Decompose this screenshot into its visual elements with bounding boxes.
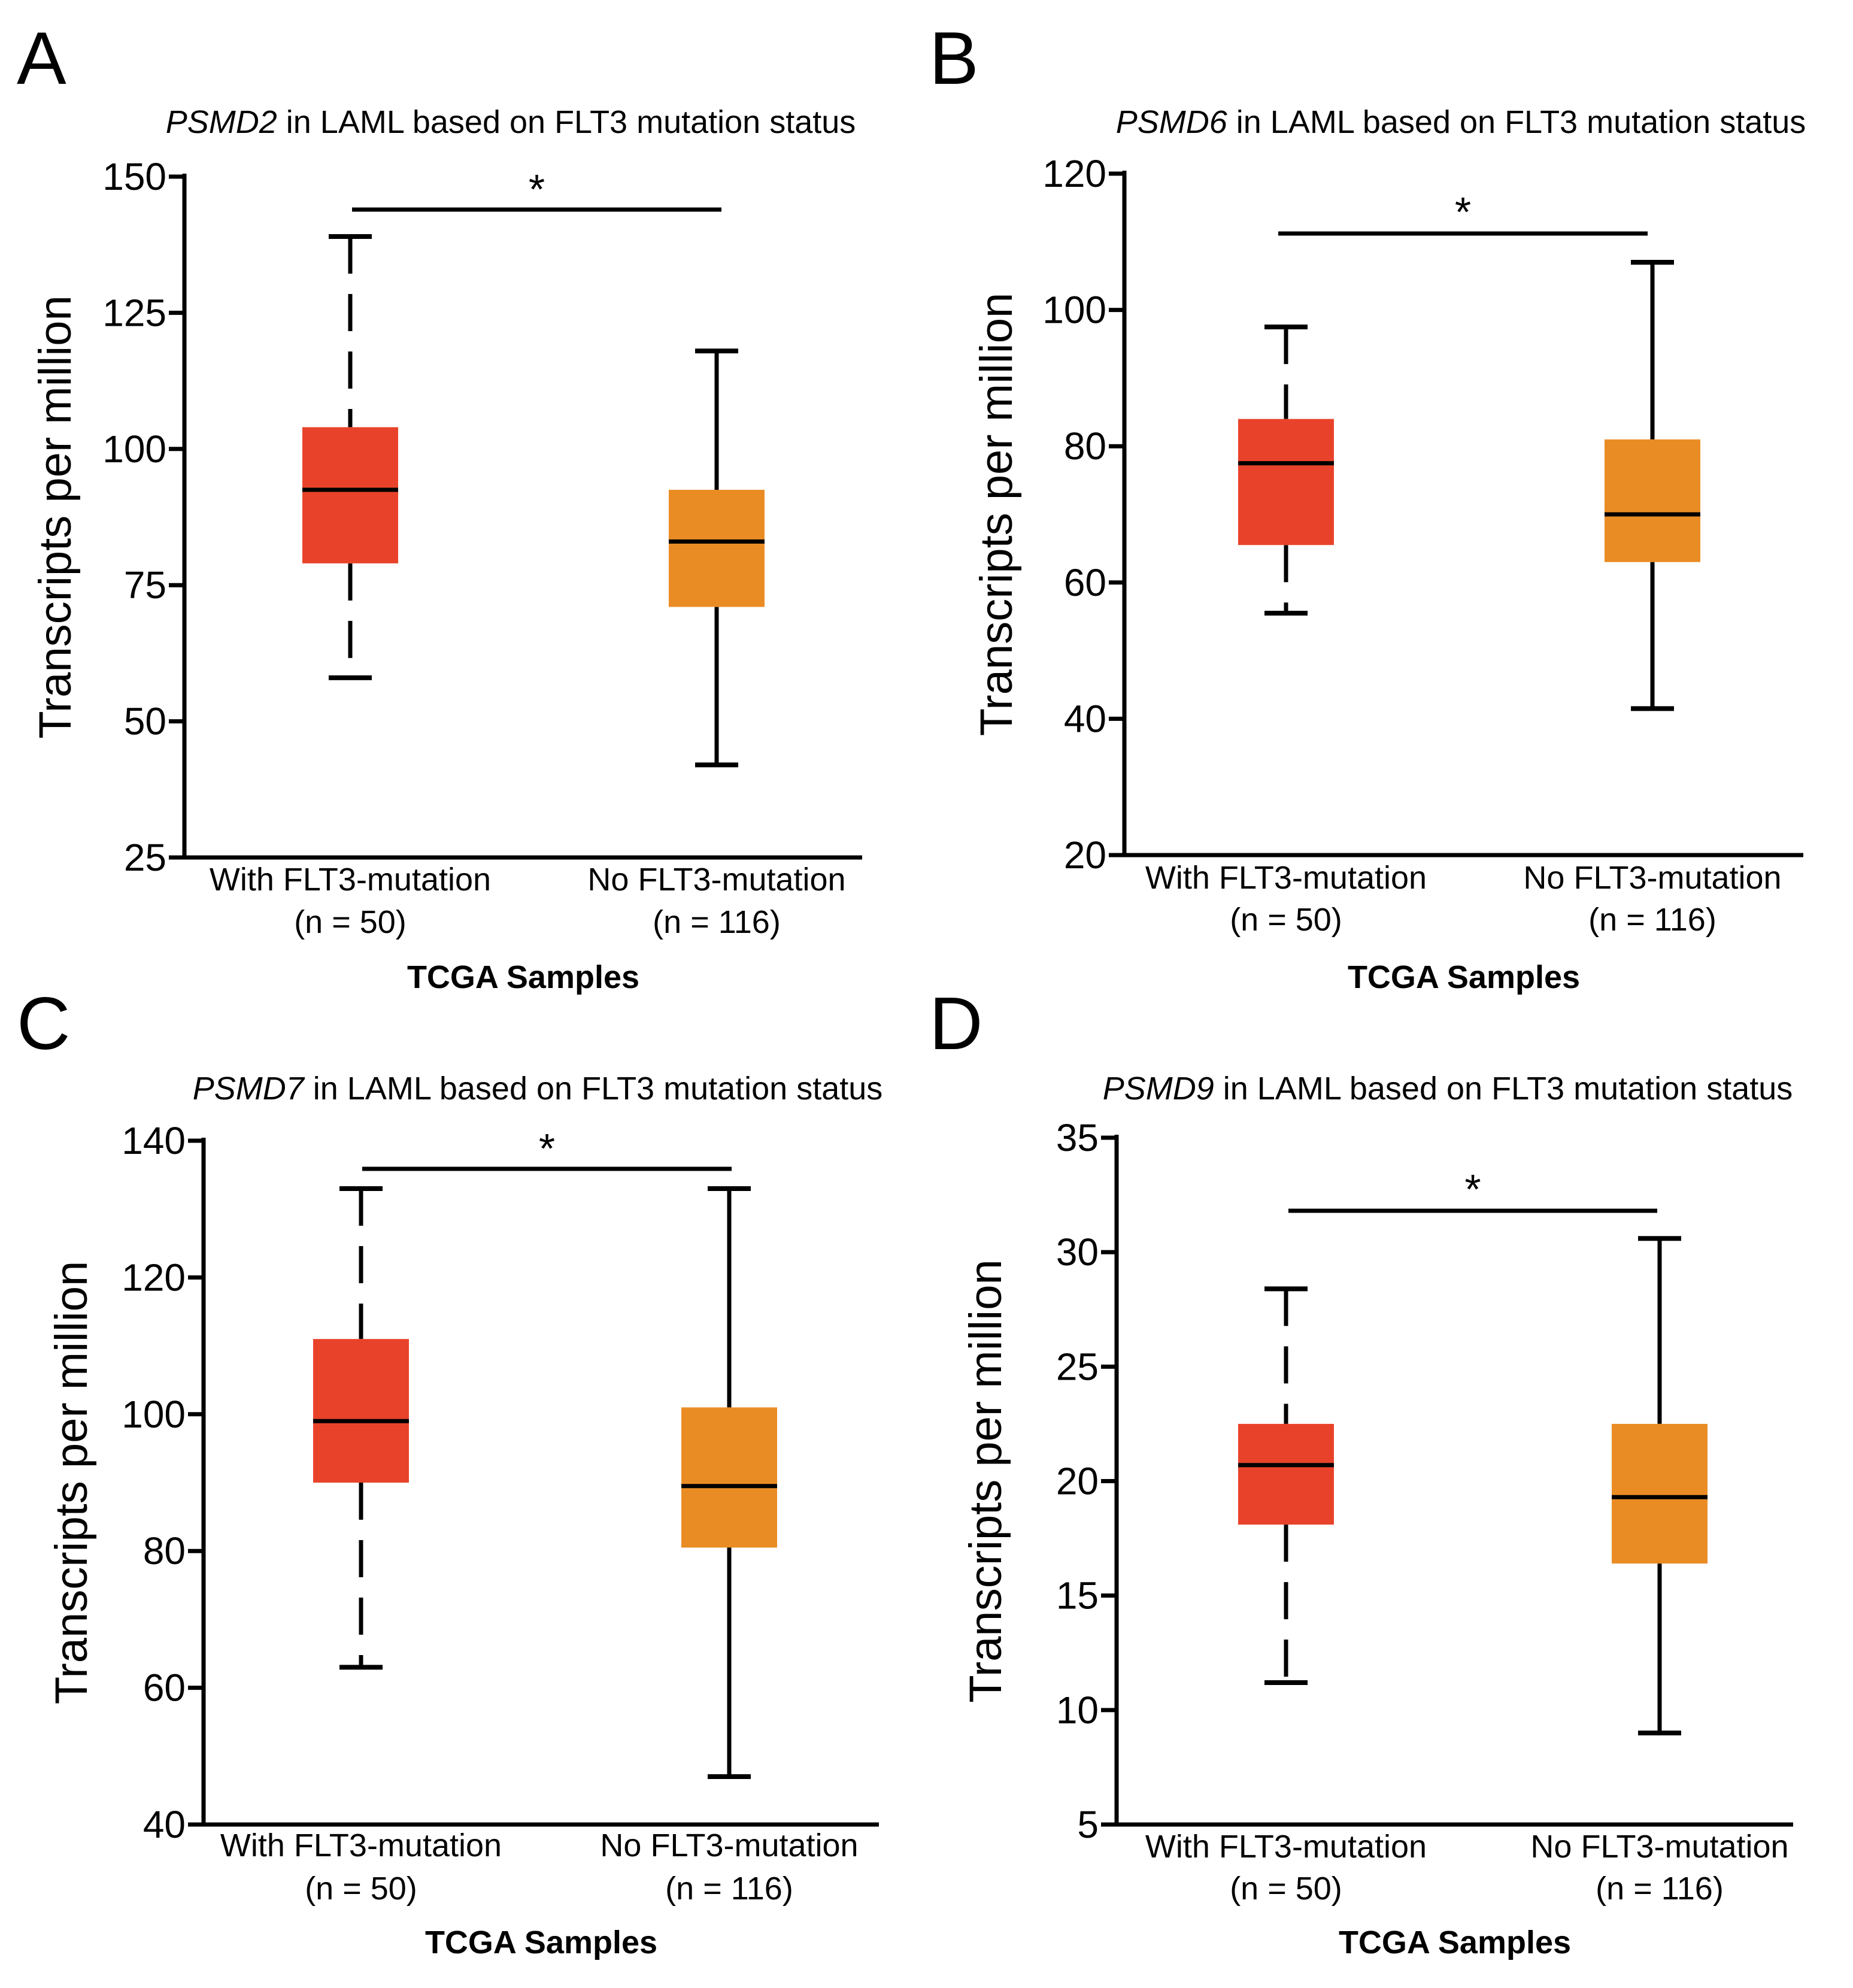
y-tick-label: 25 [1056,1345,1099,1388]
y-tick-label: 60 [1064,561,1106,604]
x-axis-label: TCGA Samples [407,959,639,995]
category-label: No FLT3-mutation [587,862,845,898]
category-label: No FLT3-mutation [600,1828,858,1863]
significance-star: * [1464,1166,1481,1213]
panel-letter: C [17,983,71,1065]
x-axis-label: TCGA Samples [1348,959,1580,995]
panel-c: C PSMD7 in LAML based on FLT3 mutation st… [17,983,882,1960]
y-tick-label: 120 [1042,152,1106,195]
y-tick-label: 120 [122,1256,186,1299]
y-tick-label: 100 [122,1393,186,1436]
title-rest: in LAML based on FLT3 mutation status [1227,104,1806,140]
y-axis-label: Transcripts per million [30,295,81,738]
category-n-label: (n = 116) [1588,902,1716,938]
box-with-flt3 [302,234,398,680]
category-n-label: (n = 116) [1596,1871,1724,1907]
y-tick-label: 10 [1056,1689,1099,1732]
iqr-box [1612,1423,1708,1564]
iqr-box [302,427,398,563]
y-tick-label: 40 [143,1803,186,1846]
y-tick-label: 40 [1064,697,1106,740]
panel-letter: B [929,17,979,100]
category-n-label: (n = 50) [305,1871,417,1907]
y-axis-label: Transcripts per million [960,1259,1011,1702]
y-tick-label: 15 [1056,1574,1099,1617]
y-tick-label: 80 [1064,425,1106,468]
y-axis-label: Transcripts per million [971,293,1022,736]
y-tick-label: 20 [1064,834,1106,877]
category-n-label: (n = 50) [294,904,407,940]
title-rest: in LAML based on FLT3 mutation status [304,1071,883,1107]
box-with-flt3 [1238,325,1334,616]
y-tick-label: 30 [1056,1231,1099,1274]
significance-star: * [529,166,545,213]
category-n-label: (n = 50) [1230,1871,1342,1907]
title-gene: PSMD7 [193,1071,305,1107]
panel-title: PSMD7 in LAML based on FLT3 mutation sta… [193,1071,883,1107]
box-no-flt3 [1605,259,1700,711]
significance-star: * [1455,189,1471,235]
x-axis-label: TCGA Samples [1339,1925,1571,1960]
box-no-flt3 [681,1186,777,1780]
iqr-box [313,1339,409,1483]
category-n-label: (n = 116) [653,904,781,940]
category-n-label: (n = 50) [1230,902,1342,938]
category-label: With FLT3-mutation [1145,1829,1427,1865]
category-label: With FLT3-mutation [1145,860,1427,896]
y-tick-label: 5 [1077,1803,1099,1846]
box-no-flt3 [1612,1236,1708,1736]
title-rest: in LAML based on FLT3 mutation status [277,104,856,140]
box-with-flt3 [313,1186,409,1670]
title-gene: PSMD9 [1103,1071,1214,1107]
category-label: With FLT3-mutation [210,862,491,898]
y-tick-label: 80 [143,1529,186,1572]
panel-d: D PSMD9 in LAML based on FLT3 mutation st… [929,983,1793,1960]
category-label: No FLT3-mutation [1523,860,1781,896]
iqr-box [1238,419,1334,546]
y-tick-label: 75 [124,563,166,607]
y-tick-label: 25 [124,836,166,879]
title-rest: in LAML based on FLT3 mutation status [1214,1071,1793,1107]
iqr-box [681,1407,777,1548]
iqr-box [1238,1423,1334,1525]
y-axis-label: Transcripts per million [46,1261,97,1704]
y-tick-label: 140 [122,1119,186,1162]
panel-letter: A [17,17,66,100]
category-n-label: (n = 116) [665,1871,793,1907]
y-tick-label: 100 [102,428,166,471]
significance-star: * [539,1125,555,1172]
y-tick-label: 150 [102,155,166,198]
panel-title: PSMD9 in LAML based on FLT3 mutation sta… [1103,1071,1793,1107]
panel-letter: D [929,983,983,1065]
panel-title: PSMD6 in LAML based on FLT3 mutation sta… [1116,104,1806,140]
title-gene: PSMD6 [1116,104,1228,140]
iqr-box [1605,439,1700,562]
y-tick-label: 60 [143,1666,186,1710]
title-gene: PSMD2 [166,104,277,140]
y-tick-label: 35 [1056,1116,1099,1159]
panel-title: PSMD2 in LAML based on FLT3 mutation sta… [166,104,856,140]
category-label: With FLT3-mutation [220,1828,502,1863]
y-tick-label: 100 [1042,289,1106,332]
y-tick-label: 125 [102,291,166,334]
x-axis-label: TCGA Samples [425,1925,657,1960]
box-no-flt3 [669,348,765,768]
panel-b: B PSMD6 in LAML based on FLT3 mutation st… [929,17,1806,995]
y-tick-label: 20 [1056,1460,1099,1503]
iqr-box [669,490,765,607]
box-with-flt3 [1238,1286,1334,1685]
panel-a: A PSMD2 in LAML based on FLT3 mutation st… [17,17,862,995]
y-tick-label: 50 [124,700,166,743]
category-label: No FLT3-mutation [1530,1829,1788,1865]
